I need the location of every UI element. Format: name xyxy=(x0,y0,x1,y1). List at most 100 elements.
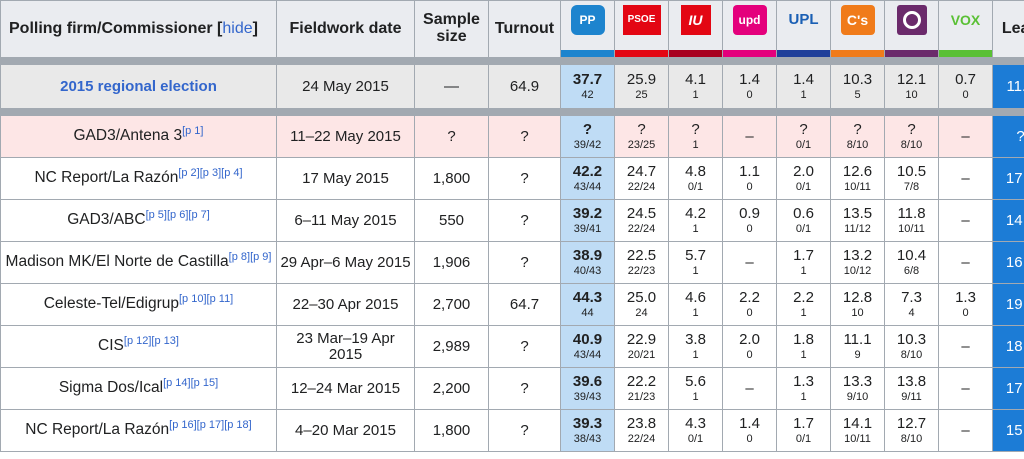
election-party-cell: 0.7 0 xyxy=(938,64,993,109)
poll-party-cell: 1.3 0 xyxy=(938,283,993,326)
reference-link[interactable]: [p 15] xyxy=(190,377,219,390)
party-value: ? xyxy=(582,120,593,138)
party-value: – xyxy=(961,169,970,187)
reference-link[interactable]: [p 2] xyxy=(178,167,200,180)
separator xyxy=(0,57,1024,65)
party-header-vox[interactable]: VOX xyxy=(938,0,993,58)
party-seats: 20/21 xyxy=(627,348,656,361)
poll-turnout: ? xyxy=(488,199,561,242)
poll-party-cell: – xyxy=(938,199,993,242)
reference-link[interactable]: [p 9] xyxy=(250,251,272,264)
reference-link[interactable]: [p 6] xyxy=(166,209,189,222)
election-link[interactable]: 2015 regional election xyxy=(60,77,217,95)
party-value: ? xyxy=(853,120,862,138)
sample-header-line2: size xyxy=(436,28,467,45)
poll-party-cell: 1.4 0 xyxy=(722,409,777,452)
party-header-cs[interactable]: C's xyxy=(830,0,885,58)
pp-logo[interactable]: PP xyxy=(570,5,605,35)
poll-party-cell: 10.4 6/8 xyxy=(884,241,939,284)
fieldwork-header: Fieldwork date xyxy=(276,0,415,58)
reference-link[interactable]: [p 17] xyxy=(196,419,225,432)
reference-link[interactable]: [p 4] xyxy=(221,167,243,180)
poll-sample: ? xyxy=(414,115,489,158)
party-seats: 1 xyxy=(800,348,807,361)
party-seats: 9/11 xyxy=(901,390,922,403)
party-value: 44.3 xyxy=(572,288,603,306)
election-party-cell: 25.9 25 xyxy=(614,64,669,109)
poll-date: 17 May 2015 xyxy=(276,157,415,200)
poll-lead: 19.3 xyxy=(992,283,1024,326)
poll-party-cell: 22.5 22/23 xyxy=(614,241,669,284)
party-header-psoe[interactable]: PSOE xyxy=(614,0,669,58)
party-seats: 10/11 xyxy=(898,222,925,235)
party-seats: 4 xyxy=(908,306,915,319)
poll-party-cell: ? 0/1 xyxy=(776,115,831,158)
reference-link[interactable]: [p 1] xyxy=(182,125,204,138)
reference-link[interactable]: [p 8] xyxy=(228,251,251,264)
poll-firm-cell: Sigma Dos/Ical[p 14][p 15] xyxy=(0,367,277,410)
party-value: 12.6 xyxy=(842,162,873,180)
reference-link[interactable]: [p 10] xyxy=(179,293,207,306)
poll-party-cell: 13.3 9/10 xyxy=(830,367,885,410)
reference-link[interactable]: [p 18] xyxy=(224,419,252,432)
poll-party-cell: 40.9 43/44 xyxy=(560,325,615,368)
poll-sample: 2,700 xyxy=(414,283,489,326)
poll-row: CIS[p 12][p 13] 23 Mar–19 Apr 2015 2,989? 4… xyxy=(0,325,1024,368)
party-value: ? xyxy=(637,120,646,138)
poll-lead: 15.5 xyxy=(992,409,1024,452)
reference-link[interactable]: [p 13] xyxy=(151,335,179,348)
separator xyxy=(0,108,1024,116)
party-seats: 11/12 xyxy=(844,222,871,235)
poll-party-cell: 4.3 0/1 xyxy=(668,409,723,452)
cs-logo[interactable]: C's xyxy=(840,5,875,35)
poll-party-cell: 1.7 0/1 xyxy=(776,409,831,452)
election-sample: — xyxy=(414,64,489,109)
party-seats: 1 xyxy=(692,306,699,319)
reference-link[interactable]: [p 7] xyxy=(188,209,210,222)
party-value: 12.8 xyxy=(842,288,873,306)
poll-party-cell: 13.2 10/12 xyxy=(830,241,885,284)
party-header-pp[interactable]: PP xyxy=(560,0,615,58)
party-seats: 42 xyxy=(581,88,594,101)
party-seats: 39/41 xyxy=(573,222,602,235)
hide-link[interactable]: hide xyxy=(222,19,253,37)
party-value: 12.1 xyxy=(896,70,927,88)
poll-firm-cell: GAD3/Antena 3[p 1] xyxy=(0,115,277,158)
party-value: 1.4 xyxy=(739,414,760,432)
party-value: 13.2 xyxy=(842,246,873,264)
upd-color-bar xyxy=(723,50,776,57)
reference-link[interactable]: [p 3] xyxy=(199,167,222,180)
psoe-logo[interactable]: PSOE xyxy=(622,5,661,35)
party-value: 37.7 xyxy=(572,70,603,88)
upd-logo[interactable]: upd xyxy=(732,5,767,35)
party-header-upd[interactable]: upd xyxy=(722,0,777,58)
poll-party-cell: ? 23/25 xyxy=(614,115,669,158)
separator-row xyxy=(0,57,1024,65)
iu-logo[interactable]: IU xyxy=(680,5,711,35)
poll-turnout: ? xyxy=(488,409,561,452)
poll-lead: ? xyxy=(992,115,1024,158)
reference-link[interactable]: [p 14] xyxy=(163,377,191,390)
reference-link[interactable]: [p 16] xyxy=(169,419,197,432)
reference-link[interactable]: [p 12] xyxy=(123,335,152,348)
party-header-iu[interactable]: IU xyxy=(668,0,723,58)
election-row: 2015 regional election 24 May 2015 — 64.… xyxy=(0,64,1024,109)
poll-sample: 2,200 xyxy=(414,367,489,410)
party-seats: 43/44 xyxy=(573,180,602,193)
vox-logo[interactable]: VOX xyxy=(945,5,986,35)
party-header-podemos[interactable] xyxy=(884,0,939,58)
party-header-upl[interactable]: UPL xyxy=(776,0,831,58)
poll-party-cell: 5.6 1 xyxy=(668,367,723,410)
podemos-logo[interactable] xyxy=(896,5,927,35)
party-value: 1.7 xyxy=(793,414,814,432)
party-value: 2.0 xyxy=(793,162,814,180)
upl-logo[interactable]: UPL xyxy=(783,5,824,35)
poll-lead: 17.4 xyxy=(992,367,1024,410)
poll-sample: 550 xyxy=(414,199,489,242)
poll-party-cell: 2.2 1 xyxy=(776,283,831,326)
poll-party-cell: 2.0 0/1 xyxy=(776,157,831,200)
reference-link[interactable]: [p 5] xyxy=(145,209,167,222)
reference-link[interactable]: [p 11] xyxy=(206,293,234,306)
cs-color-bar xyxy=(831,50,884,57)
party-seats: 0 xyxy=(746,306,753,319)
